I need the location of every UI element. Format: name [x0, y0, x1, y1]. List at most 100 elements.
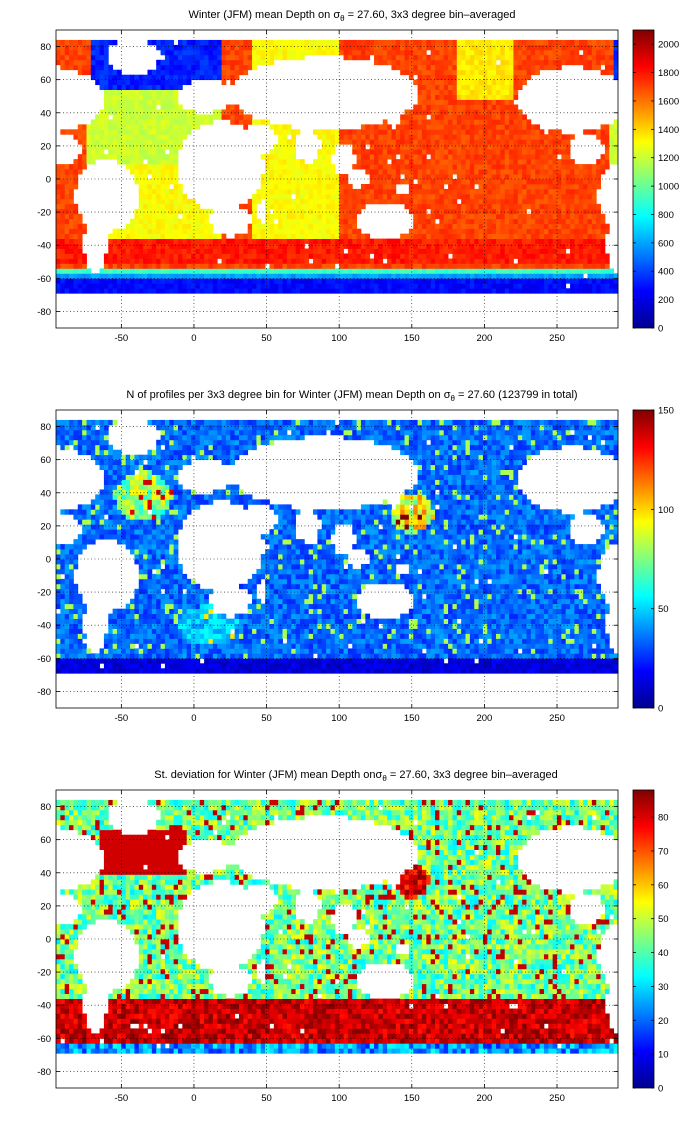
heatmap-cell	[339, 273, 344, 279]
heatmap-cell	[448, 119, 453, 125]
heatmap-cell	[77, 593, 83, 600]
heatmap-cell	[77, 263, 83, 269]
heatmap-cell	[317, 193, 323, 200]
heatmap-cell	[121, 84, 127, 90]
heatmap-cell	[548, 258, 554, 264]
heatmap-cell	[430, 183, 436, 190]
heatmap-cell	[151, 238, 157, 244]
heatmap-cell	[574, 164, 580, 170]
heatmap-cell	[530, 154, 536, 160]
heatmap-cell	[182, 119, 188, 125]
heatmap-cell	[160, 49, 166, 56]
heatmap-cell	[299, 54, 305, 61]
heatmap-cell	[435, 54, 440, 61]
heatmap-cell	[103, 44, 109, 51]
heatmap-cell	[435, 283, 440, 289]
heatmap-cell	[108, 89, 114, 95]
heatmap-cell	[452, 258, 458, 264]
heatmap-cell	[500, 74, 506, 81]
heatmap-cell	[208, 288, 214, 294]
heatmap-cell	[60, 193, 66, 200]
heatmap-cell	[561, 183, 567, 190]
heatmap-cell	[282, 164, 288, 170]
heatmap-cell	[526, 238, 532, 244]
heatmap-cell	[260, 188, 266, 195]
heatmap-cell	[134, 114, 140, 120]
heatmap-cell	[164, 159, 170, 165]
heatmap-cell	[609, 39, 615, 46]
heatmap-cell	[313, 183, 318, 190]
heatmap-cell	[456, 124, 462, 130]
heatmap-cell	[552, 278, 558, 284]
heatmap-cell	[583, 218, 588, 225]
heatmap-cell	[347, 183, 353, 190]
heatmap-cell	[256, 193, 262, 200]
heatmap-cell	[99, 119, 105, 125]
heatmap-cell	[435, 89, 440, 95]
heatmap-cell	[378, 198, 384, 205]
heatmap-cell	[86, 524, 92, 530]
heatmap-cell	[400, 119, 405, 125]
heatmap-cell	[291, 258, 297, 264]
heatmap-cell	[217, 49, 222, 56]
heatmap-cell	[138, 233, 144, 239]
heatmap-cell	[526, 144, 532, 150]
heatmap-cell	[330, 164, 336, 170]
heatmap-cell	[535, 69, 540, 76]
heatmap-cell	[430, 124, 436, 130]
heatmap-cell	[500, 218, 506, 225]
heatmap-cell	[77, 509, 83, 515]
heatmap-cell	[465, 49, 471, 56]
x-tick-label: 250	[549, 333, 565, 344]
heatmap-cell	[343, 179, 349, 185]
heatmap-cell	[112, 94, 118, 100]
heatmap-cell	[452, 218, 458, 225]
heatmap-cell	[82, 504, 87, 510]
heatmap-cell	[491, 188, 497, 195]
heatmap-cell	[208, 228, 214, 235]
heatmap-cell	[491, 54, 497, 61]
heatmap-cell	[587, 253, 593, 259]
heatmap-cell	[352, 223, 358, 230]
heatmap-cell	[400, 64, 405, 71]
heatmap-cell	[173, 218, 179, 225]
heatmap-cell	[204, 223, 209, 230]
heatmap-cell	[439, 119, 445, 125]
heatmap-cell	[286, 179, 292, 185]
heatmap-cell	[151, 223, 157, 230]
heatmap-cell	[86, 434, 92, 441]
heatmap-cell	[199, 238, 205, 244]
heatmap-cell	[82, 424, 87, 431]
heatmap-cell	[82, 534, 87, 540]
heatmap-cell	[186, 64, 192, 71]
heatmap-cell	[156, 179, 161, 185]
heatmap-cell	[413, 49, 418, 56]
heatmap-cell	[439, 258, 445, 264]
heatmap-cell	[334, 44, 340, 51]
heatmap-cell	[539, 154, 545, 160]
heatmap-cell	[574, 258, 580, 264]
heatmap-cell	[295, 183, 301, 190]
heatmap-cell	[191, 74, 196, 81]
heatmap-cell	[456, 233, 462, 239]
heatmap-cell	[504, 84, 510, 90]
heatmap-cell	[426, 188, 432, 195]
heatmap-cell	[596, 283, 601, 289]
heatmap-cell	[365, 54, 371, 61]
heatmap-cell	[443, 273, 449, 279]
heatmap-cell	[256, 248, 262, 254]
heatmap-cell	[530, 188, 536, 195]
heatmap-cell	[426, 238, 432, 244]
heatmap-cell	[378, 159, 384, 165]
heatmap-cell	[186, 49, 192, 56]
heatmap-cell	[73, 174, 79, 180]
heatmap-cell	[225, 49, 231, 56]
heatmap-cell	[417, 228, 423, 235]
heatmap-cell	[417, 243, 423, 249]
heatmap-cell	[417, 233, 423, 239]
heatmap-cell	[557, 233, 562, 239]
heatmap-cell	[391, 64, 397, 71]
heatmap-cell	[482, 84, 488, 90]
heatmap-cell	[282, 169, 288, 175]
heatmap-cell	[121, 74, 127, 81]
